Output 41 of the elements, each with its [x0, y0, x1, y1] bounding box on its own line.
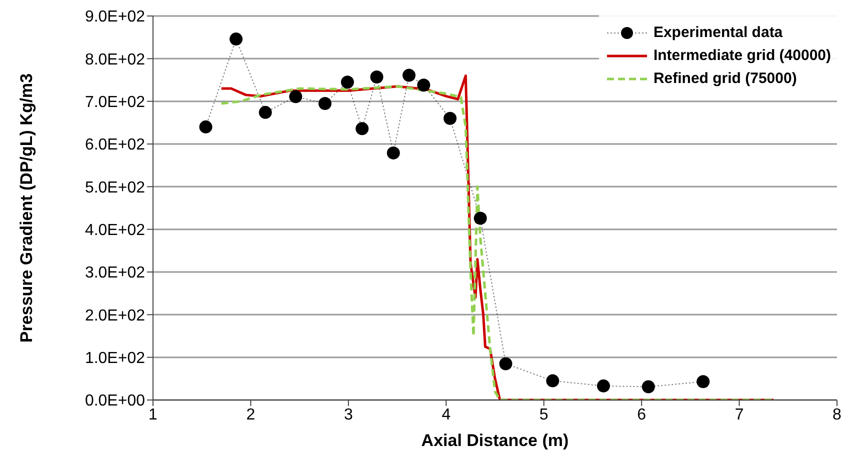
- x-tick-label: 5: [539, 406, 548, 424]
- y-tick-label: 1.0E+02: [84, 350, 146, 368]
- legend-label: Experimental data: [653, 24, 783, 41]
- x-tick-label: 2: [246, 406, 256, 424]
- y-tick-label: 0.0E+00: [84, 392, 146, 410]
- x-tick-label: 7: [734, 406, 744, 424]
- point: [386, 146, 400, 160]
- y-axis-title: Pressure Gradient (DP/gL) Kg/m3: [17, 73, 36, 343]
- point: [474, 212, 487, 225]
- y-tick-label: 8.0E+02: [84, 51, 146, 68]
- x-tick-label: 8: [832, 406, 842, 424]
- point: [340, 76, 354, 89]
- legend-label: Refined grid (75000): [653, 70, 797, 87]
- point: [318, 96, 332, 110]
- y-tick-label: 3.0E+02: [84, 264, 146, 282]
- point: [289, 90, 302, 104]
- point: [696, 375, 710, 388]
- y-tick-label: 2.0E+02: [84, 307, 146, 324]
- y-tick-label: 7.0E+02: [84, 94, 146, 112]
- point: [258, 106, 272, 119]
- point: [402, 68, 416, 82]
- y-tick-label: 4.0E+02: [84, 222, 146, 240]
- point: [199, 120, 212, 134]
- point: [356, 122, 369, 136]
- point: [230, 32, 243, 46]
- point: [642, 380, 655, 394]
- point: [417, 78, 430, 92]
- y-tick-label: 6.0E+02: [84, 136, 146, 154]
- x-axis-title: Axial Distance (m): [421, 431, 569, 450]
- point: [596, 379, 610, 392]
- x-tick-label: 1: [148, 406, 158, 424]
- x-tick-label: 3: [344, 406, 353, 424]
- point: [444, 112, 457, 125]
- point: [370, 70, 384, 84]
- y-tick-label: 5.0E+02: [84, 179, 146, 196]
- point: [499, 357, 512, 370]
- x-tick-label: 4: [442, 406, 451, 424]
- point: [546, 374, 560, 388]
- y-tick-label: 9.0E+02: [84, 8, 146, 26]
- legend-label: Intermediate grid (40000): [653, 47, 831, 64]
- x-tick-label: 6: [637, 406, 646, 424]
